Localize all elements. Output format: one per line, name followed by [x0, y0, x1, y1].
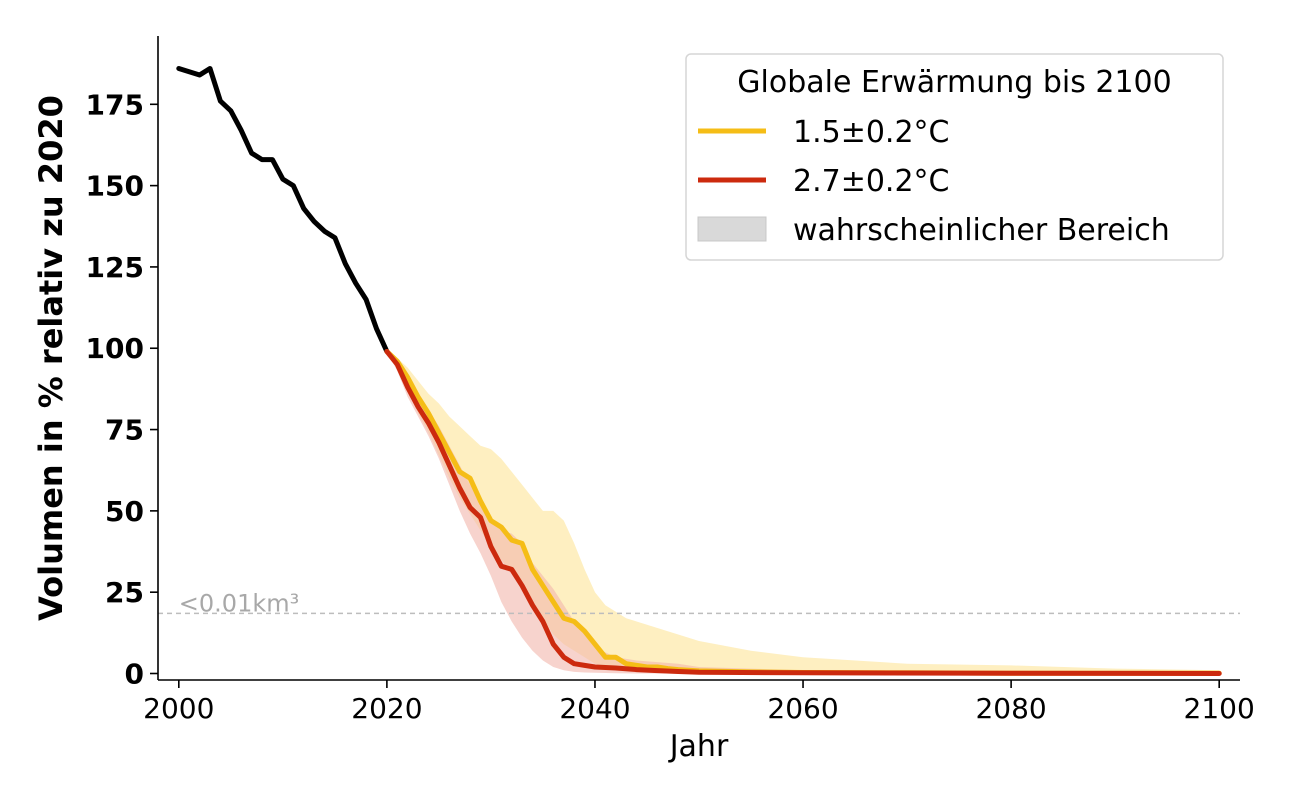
- legend-label-2: 2.7±0.2°C: [793, 164, 950, 199]
- axes: 0 25 50 75 100 125 150 175 2000 2020 2040 2060 2080 2…: [32, 36, 1255, 764]
- legend-frame: [685, 53, 1224, 261]
- y-tick-label: 75: [105, 414, 144, 447]
- x-tick-label: 2080: [975, 692, 1046, 725]
- y-tick-label: 175: [86, 88, 144, 121]
- likely-range-bands: [386, 351, 1220, 674]
- x-tick-label: 2060: [767, 692, 838, 725]
- y-tick-label: 150: [86, 170, 144, 203]
- y-tick-label: 0: [125, 657, 144, 690]
- legend-label-range: wahrscheinlicher Bereich: [793, 213, 1170, 248]
- series-line-2: [384, 349, 1222, 676]
- y-tick-label: 50: [105, 495, 144, 528]
- likely-range-band-1: [386, 351, 1220, 674]
- y-tick-label: 125: [86, 251, 144, 284]
- observed-line: [176, 66, 390, 354]
- threshold-layer: <0.01km³: [158, 589, 1240, 617]
- x-tick-label: 2040: [559, 692, 630, 725]
- x-tick-label: 2020: [351, 692, 422, 725]
- y-tick-label: 25: [105, 576, 144, 609]
- series-lines: [176, 66, 1222, 676]
- x-tick-label: 2000: [143, 692, 214, 725]
- x-tick-label: 2100: [1184, 692, 1255, 725]
- legend: Globale Erwärmung bis 2100 1.5±0.2°C 2.7±0…: [685, 53, 1224, 261]
- y-tick-label: 100: [86, 332, 144, 365]
- y-axis-title: Volumen in % relativ zu 2020: [32, 95, 70, 621]
- legend-label-1: 1.5±0.2°C: [793, 115, 950, 150]
- legend-swatch-range: [697, 216, 767, 242]
- x-axis-title: Jahr: [668, 729, 729, 764]
- threshold-label: <0.01km³: [179, 589, 299, 617]
- legend-title: Globale Erwärmung bis 2100: [737, 65, 1171, 100]
